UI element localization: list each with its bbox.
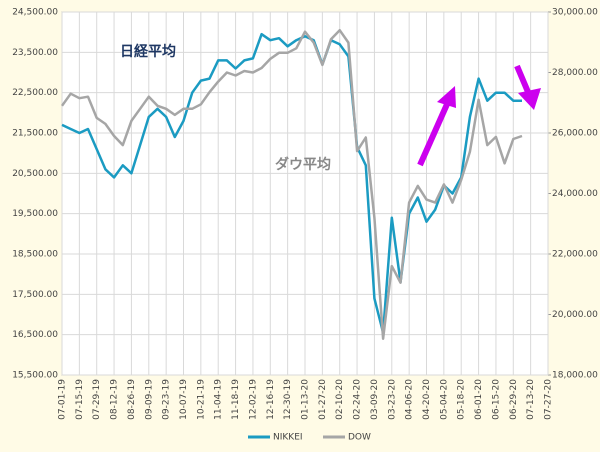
y-tick-label: 19,500.00: [12, 209, 58, 219]
x-tick-label: 06-01-20: [474, 379, 484, 420]
x-tick-label: 07-29-19: [92, 379, 102, 420]
x-tick-label: 07-01-19: [58, 379, 68, 420]
legend-label: DOW: [348, 433, 371, 443]
x-tick-label: 02-10-20: [335, 379, 345, 420]
x-tick-label: 12-30-19: [283, 379, 293, 420]
x-tick-label: 05-04-20: [439, 379, 449, 420]
y-tick-label: 16,500.00: [12, 330, 58, 340]
annotation: ダウ平均: [275, 156, 331, 173]
x-tick-label: 11-18-19: [231, 379, 241, 420]
x-tick-label: 05-18-20: [457, 379, 467, 420]
x-tick-label: 07-15-19: [75, 379, 85, 420]
arrow-shaft: [514, 64, 531, 94]
y2-tick-label: 18,000.00: [552, 371, 598, 381]
y2-tick-label: 30,000.00: [552, 8, 598, 18]
x-tick-label: 12-16-19: [266, 379, 276, 420]
y2-tick-label: 26,000.00: [552, 129, 598, 139]
arrow-shaft: [417, 100, 451, 167]
y-tick-label: 15,500.00: [12, 371, 58, 381]
x-tick-label: 01-27-20: [318, 379, 328, 420]
x-tick-label: 06-29-20: [509, 379, 519, 420]
y2-tick-label: 24,000.00: [552, 189, 598, 199]
y-tick-label: 24,500.00: [12, 8, 58, 18]
x-tick-label: 12-02-19: [248, 379, 258, 420]
y-tick-label: 23,500.00: [12, 48, 58, 58]
x-tick-label: 02-24-20: [353, 379, 363, 420]
annotation: 日経平均: [120, 43, 176, 60]
y-tick-label: 22,500.00: [12, 88, 58, 98]
arrow-head: [518, 88, 541, 110]
x-tick-label: 08-26-19: [127, 379, 137, 420]
y-tick-label: 21,500.00: [12, 129, 58, 139]
x-tick-label: 09-09-19: [144, 379, 154, 420]
x-tick-label: 03-09-20: [370, 379, 380, 420]
y2-tick-label: 28,000.00: [552, 68, 598, 78]
x-tick-label: 01-13-20: [301, 379, 311, 420]
x-tick-label: 03-23-20: [387, 379, 397, 420]
lines: [60, 28, 523, 340]
series-line: [60, 28, 523, 340]
x-tick-label: 08-12-19: [110, 379, 120, 420]
x-tick-label: 09-23-19: [162, 379, 172, 420]
y-tick-label: 20,500.00: [12, 169, 58, 179]
x-tick-label: 04-20-20: [422, 379, 432, 420]
arrow-head: [437, 86, 456, 108]
x-tick-label: 07-13-20: [526, 379, 536, 420]
y-tick-label: 18,500.00: [12, 250, 58, 260]
y-tick-label: 17,500.00: [12, 290, 58, 300]
x-tick-label: 11-04-19: [214, 379, 224, 420]
x-tick-label: 10-21-19: [196, 379, 206, 420]
arrow-up: [417, 86, 456, 167]
x-tick-label: 06-15-20: [491, 379, 501, 420]
y2-tick-label: 22,000.00: [552, 250, 598, 260]
arrow-down: [514, 64, 541, 110]
x-tick-label: 10-07-19: [179, 379, 189, 420]
legend-label: NIKKEI: [273, 433, 303, 443]
y2-tick-label: 20,000.00: [552, 310, 598, 320]
x-tick-label: 07-27-20: [544, 379, 554, 420]
x-tick-label: 04-06-20: [405, 379, 415, 420]
